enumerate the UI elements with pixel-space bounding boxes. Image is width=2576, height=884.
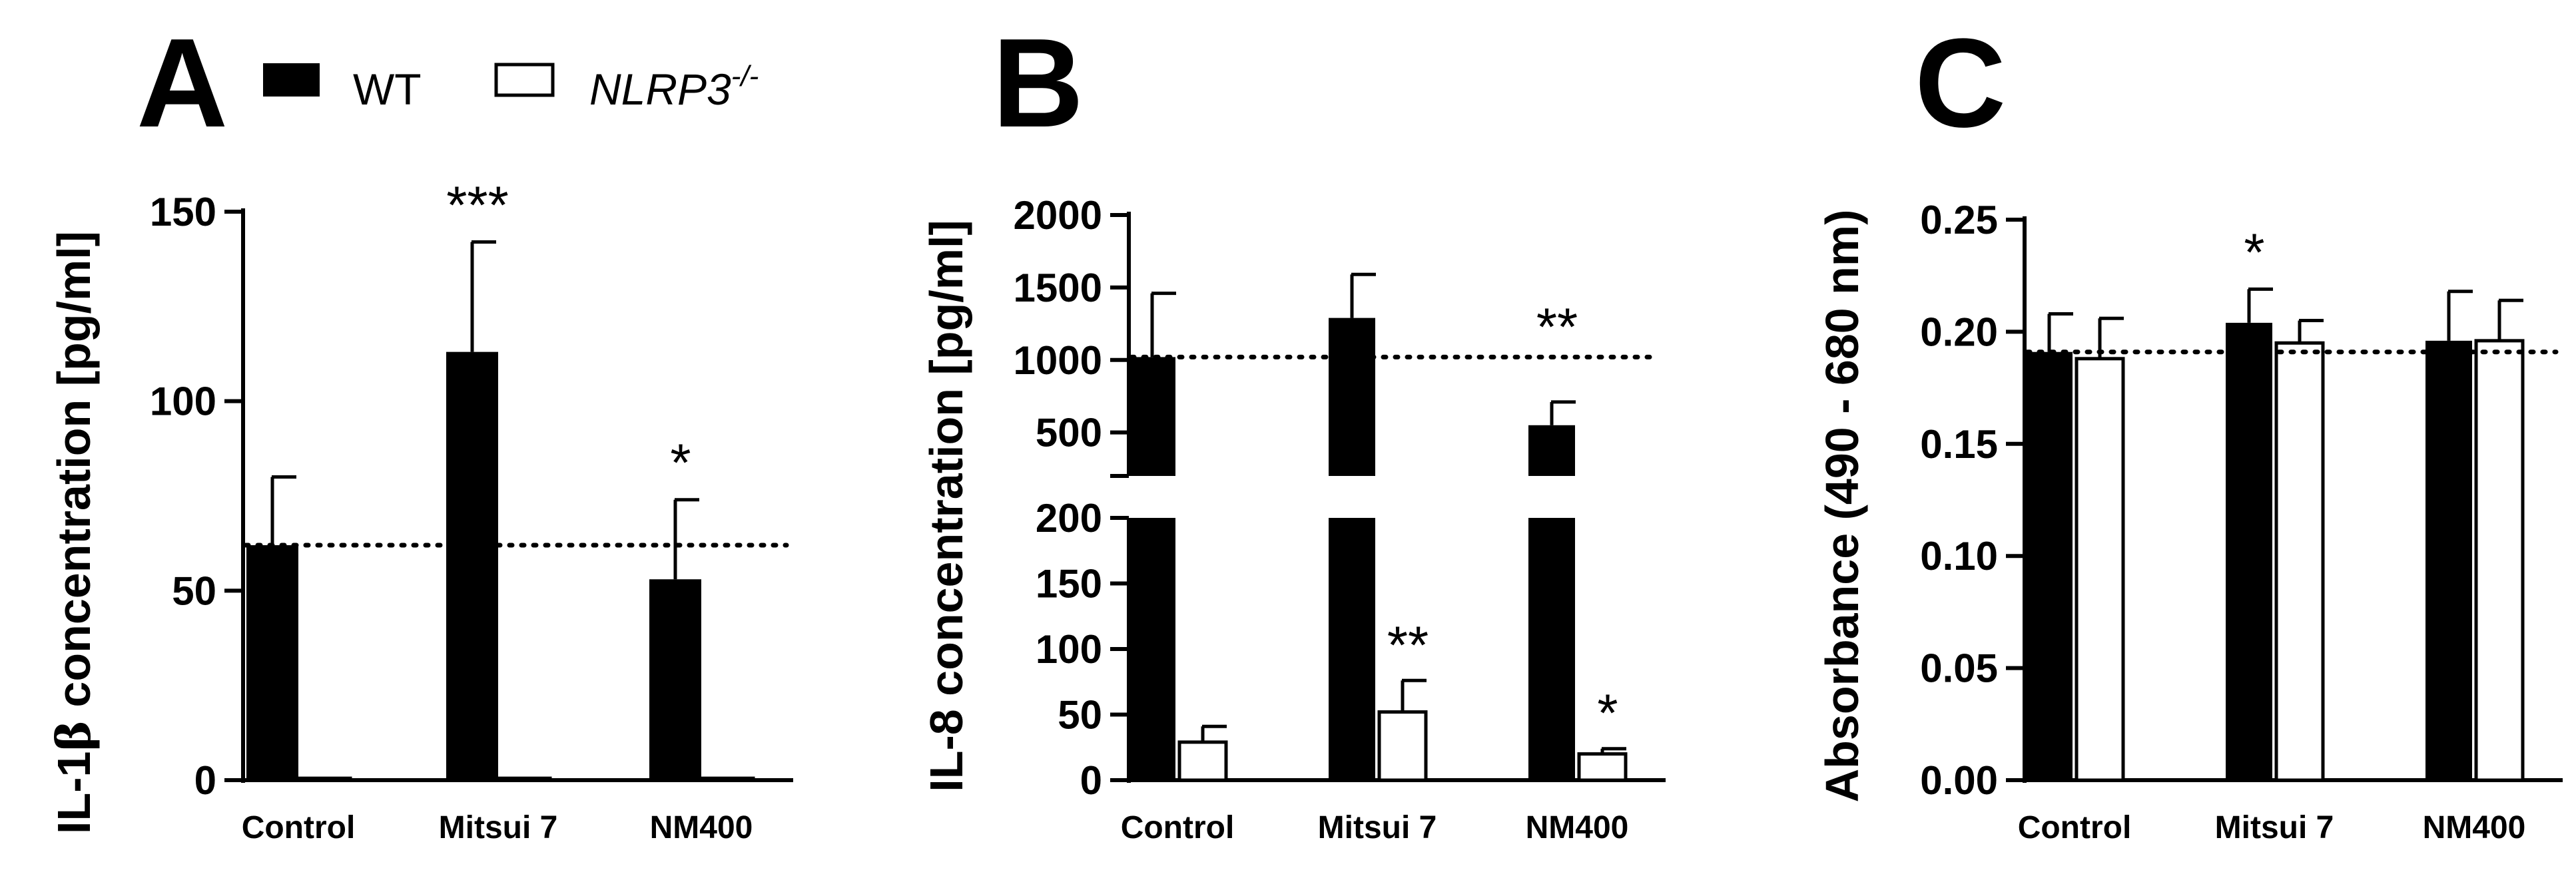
y-tick-label: 0.20 xyxy=(1920,310,1998,354)
x-tick-label: Mitsui 7 xyxy=(1318,810,1437,845)
legend-label-wt: WT xyxy=(353,65,422,114)
bar-b-nlrp3-nm400 xyxy=(1577,752,1628,782)
significance-marker: * xyxy=(2244,222,2264,282)
bar-b-wt-control-lower xyxy=(1129,518,1175,780)
bar-a-nlrp3-control xyxy=(296,776,352,782)
y-tick-label: 0 xyxy=(194,758,216,803)
x-tick-label: Mitsui 7 xyxy=(2215,810,2334,845)
y-axis-label-a: IL-1β concentration [pg/ml] xyxy=(46,231,101,834)
y-tick-label: 0.15 xyxy=(1920,422,1998,467)
legend-label-ko: NLRP3-/- xyxy=(589,60,759,114)
significance-marker: *** xyxy=(446,176,508,235)
y-tick-label: 2000 xyxy=(1014,193,1102,238)
x-tick-label: Control xyxy=(242,810,356,845)
significance-marker: * xyxy=(1597,684,1618,743)
y-tick-label: 1000 xyxy=(1014,338,1102,383)
bar-a-wt-nm400 xyxy=(649,579,701,780)
y-tick-label: 200 xyxy=(1036,496,1102,541)
bar-c-wt-control xyxy=(2026,351,2073,780)
y-tick-label: 0.05 xyxy=(1920,646,1998,691)
y-tick-label: 500 xyxy=(1036,411,1102,455)
x-tick-label: NM400 xyxy=(1526,810,1629,845)
x-tick-label: NM400 xyxy=(650,810,753,845)
x-tick-label: NM400 xyxy=(2423,810,2526,845)
y-tick-label: 0.00 xyxy=(1920,758,1998,803)
x-tick-label: Mitsui 7 xyxy=(439,810,558,845)
legend: WT NLRP3-/- xyxy=(263,60,759,114)
legend-swatch-wt xyxy=(263,63,320,97)
bar-b-wt-nm400-upper xyxy=(1528,425,1575,476)
chart-panel-c: 0.00 0.05 0.10 0.15 0.20 0.25 Control Mitsui 7 N… xyxy=(1920,198,2563,845)
legend-swatch-ko xyxy=(494,63,555,97)
bar-a-wt-mitsui-7 xyxy=(446,351,498,780)
y-tick-label: 0.25 xyxy=(1920,198,1998,242)
significance-marker: ** xyxy=(1387,615,1429,674)
bar-a-nlrp3-nm400 xyxy=(699,776,755,782)
bar-b-wt-nm400-lower xyxy=(1528,518,1575,780)
y-tick-label: 1500 xyxy=(1014,266,1102,310)
bar-c-wt-nm400 xyxy=(2425,340,2472,780)
y-tick-label: 50 xyxy=(172,568,216,613)
bar-a-nlrp3-mitsui-7 xyxy=(496,776,552,782)
bar-b-wt-mitsui-7-lower xyxy=(1329,518,1375,780)
y-axis-label-c: Absorbance (490 - 680 nm) xyxy=(1816,210,1868,803)
y-tick-label: 150 xyxy=(150,190,216,234)
y-tick-label: 50 xyxy=(1058,693,1102,738)
bar-c-wt-mitsui-7 xyxy=(2226,322,2272,781)
bar-b-nlrp3-mitsui-7 xyxy=(1377,710,1428,782)
bar-c-nlrp3-mitsui-7 xyxy=(2274,341,2325,782)
bar-b-wt-control-upper xyxy=(1129,357,1175,476)
bar-b-wt-mitsui-7-upper xyxy=(1329,318,1375,476)
y-tick-label: 100 xyxy=(1036,627,1102,672)
y-tick-label: 150 xyxy=(1036,562,1102,606)
y-tick-label: 100 xyxy=(150,379,216,424)
significance-marker: * xyxy=(670,433,691,493)
chart-panel-b: 0 50 100 150 200 500 1000 1500 2000 Control Mitsui… xyxy=(1014,193,1666,845)
bar-c-nlrp3-nm400 xyxy=(2474,339,2525,782)
y-axis-label-b: IL-8 concentration [pg/ml] xyxy=(920,220,972,791)
y-tick-label: 0 xyxy=(1080,758,1102,803)
y-tick-label: 0.10 xyxy=(1920,534,1998,578)
panel-letter-c: C xyxy=(1915,13,2006,154)
panel-letter-a: A xyxy=(137,13,228,154)
significance-marker: ** xyxy=(1536,297,1578,356)
panel-letter-b: B xyxy=(992,13,1084,154)
bar-b-nlrp3-control xyxy=(1177,740,1228,782)
bar-c-nlrp3-control xyxy=(2075,357,2125,782)
bar-a-wt-control xyxy=(246,545,298,780)
x-tick-label: Control xyxy=(1121,810,1235,845)
x-tick-label: Control xyxy=(2018,810,2132,845)
